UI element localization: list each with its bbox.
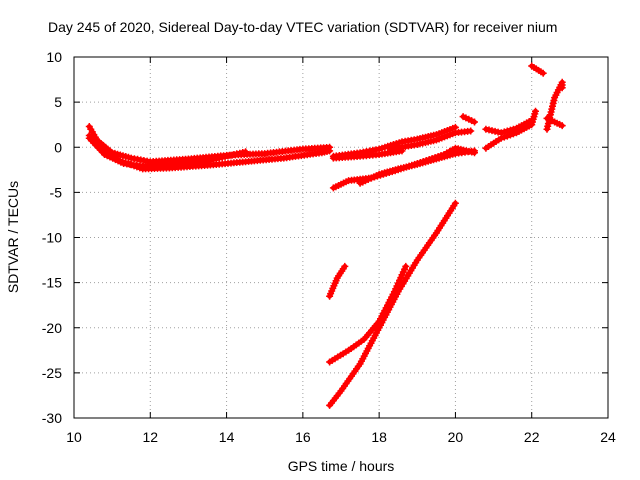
series-markers <box>387 127 475 153</box>
series-markers <box>326 262 349 300</box>
x-tick-label: 16 <box>295 429 311 445</box>
y-axis-label: SDTVAR / TECUs <box>5 181 21 293</box>
series-markers <box>326 199 459 409</box>
data-series <box>85 62 566 409</box>
series-markers <box>482 107 539 152</box>
grid <box>74 57 608 418</box>
series-arc-5 <box>329 147 406 162</box>
series-markers <box>85 132 334 173</box>
y-tick-label: -15 <box>42 275 62 291</box>
series-markers <box>482 116 536 137</box>
y-tick-label: 10 <box>46 49 62 65</box>
series-markers <box>543 114 566 130</box>
chart-title: Day 245 of 2020, Sidereal Day-to-day VTE… <box>48 19 557 35</box>
series-arc-11 <box>482 116 536 137</box>
series-arc-9 <box>356 147 478 187</box>
y-tick-label: -5 <box>50 184 63 200</box>
y-tick-label: 0 <box>54 139 62 155</box>
y-tick-label: -25 <box>42 365 62 381</box>
y-tick-label: -30 <box>42 410 62 426</box>
x-tick-label: 20 <box>448 429 464 445</box>
series-arc-12 <box>528 62 547 77</box>
y-tick-label: -10 <box>42 230 62 246</box>
series-arc-15 <box>326 262 349 300</box>
series-arc-16 <box>326 199 459 409</box>
series-markers <box>459 113 478 126</box>
x-tick-label: 18 <box>371 429 387 445</box>
x-tick-label: 10 <box>66 429 82 445</box>
x-axis-label: GPS time / hours <box>288 458 395 474</box>
x-tick-label: 14 <box>219 429 235 445</box>
series-arc-17 <box>326 262 410 366</box>
series-arc-14 <box>543 114 566 130</box>
series-markers <box>356 147 478 187</box>
series-markers <box>326 262 410 366</box>
series-arc-7 <box>459 113 478 126</box>
series-markers <box>329 147 406 162</box>
y-tick-label: 5 <box>54 94 62 110</box>
y-tick-label: -20 <box>42 320 62 336</box>
series-arc-6 <box>387 127 475 153</box>
series-arc-3 <box>85 132 334 173</box>
series-markers <box>528 62 547 77</box>
x-tick-label: 22 <box>524 429 540 445</box>
axis-ticks: 10 12 14 16 18 20 22 24 10 5 0 -5 -10 -15 -20 -25 -30 <box>42 49 616 445</box>
x-tick-label: 24 <box>600 429 616 445</box>
x-tick-label: 12 <box>142 429 158 445</box>
